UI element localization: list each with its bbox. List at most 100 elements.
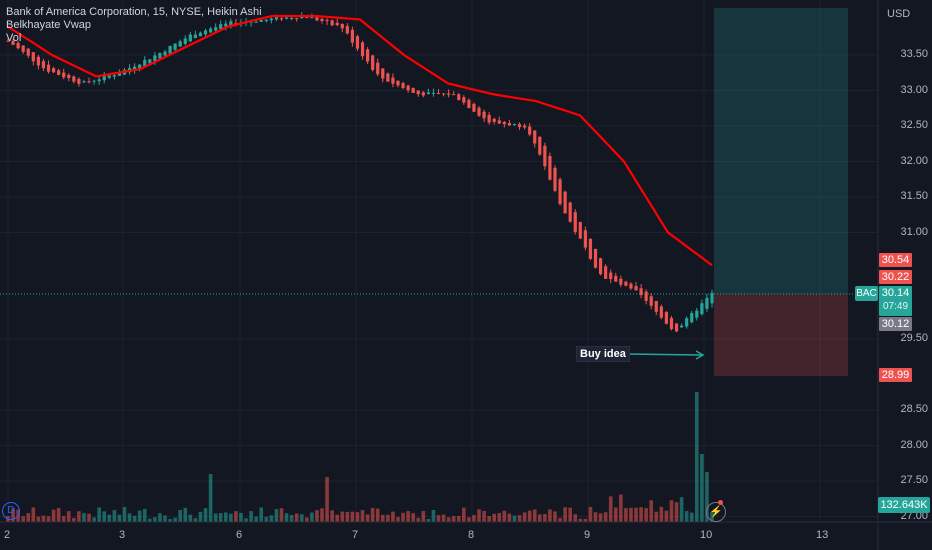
candle-body	[62, 72, 66, 78]
candle-body	[629, 283, 633, 289]
candle-body	[482, 111, 486, 119]
candle-body	[320, 18, 324, 22]
volume-bar	[254, 516, 258, 522]
volume-bar	[700, 454, 704, 522]
lightning-icon[interactable]: ⚡	[706, 502, 726, 522]
volume-bar	[669, 500, 674, 522]
current-price-tag: 30.14 07:49	[879, 286, 912, 316]
volume-bar	[583, 518, 588, 522]
volume-bar	[416, 517, 421, 522]
volume-bar	[370, 507, 375, 522]
candle-body	[507, 123, 512, 126]
date-tick-label: 2	[4, 529, 11, 541]
volume-bar	[695, 392, 699, 522]
date-tick-label: 13	[816, 529, 829, 541]
candle-body	[639, 288, 643, 296]
volume-bar	[289, 515, 294, 522]
candle-body	[457, 94, 461, 101]
candle-body	[51, 68, 56, 73]
candle-body	[685, 318, 689, 327]
volume-bar	[365, 514, 370, 522]
loss-zone[interactable]	[714, 294, 848, 376]
candle-body	[219, 24, 223, 29]
volume-bar	[654, 511, 659, 522]
candle-body	[452, 94, 456, 96]
volume-bar	[482, 510, 486, 522]
candle-body	[158, 52, 162, 59]
volume-bar	[441, 514, 446, 522]
volume-bar	[629, 507, 633, 522]
candle-body	[41, 61, 46, 69]
volume-bar	[462, 507, 466, 522]
candle-body	[421, 92, 425, 96]
candle-body	[441, 93, 446, 95]
volume-bar	[345, 511, 350, 522]
volume-bar	[679, 497, 684, 522]
volume-bar	[97, 507, 101, 522]
candle-body	[224, 23, 228, 27]
volume-bar	[659, 506, 664, 522]
volume-bar	[158, 513, 162, 522]
price-tick-label: 31.00	[900, 225, 928, 238]
date-tick-label: 6	[236, 529, 243, 541]
volume-bar	[223, 512, 228, 522]
candle-body	[259, 19, 263, 22]
volume-bar	[82, 513, 86, 522]
volume-bar	[634, 507, 638, 522]
legend-indicator[interactable]: Belkhayate Vwap	[6, 19, 91, 31]
volume-bar	[553, 511, 557, 522]
candle-body	[117, 73, 122, 76]
buy-idea-note[interactable]: Buy idea	[576, 346, 630, 362]
candle-body	[87, 81, 91, 83]
symbol-tag: BAC	[855, 286, 878, 301]
candle-body	[705, 297, 709, 309]
volume-bar	[472, 515, 476, 522]
volume-bar	[684, 511, 689, 522]
candle-body	[401, 83, 405, 89]
candle-body	[487, 115, 491, 123]
volume-bar	[421, 510, 426, 522]
candle-body	[669, 317, 674, 330]
legend-title[interactable]: Bank of America Corporation, 15, NYSE, H…	[6, 6, 262, 18]
volume-bar	[112, 510, 117, 522]
volume-bar	[72, 517, 76, 522]
candle-body	[97, 79, 101, 82]
candle-body	[512, 123, 517, 125]
candle-body	[305, 17, 309, 19]
candle-body	[77, 78, 81, 84]
volume-bar	[117, 514, 122, 522]
candle-body	[168, 46, 172, 54]
volume-bar	[87, 513, 91, 522]
volume-bar	[396, 517, 400, 522]
price-tick-label: 32.50	[900, 119, 928, 131]
candle-body	[538, 136, 542, 155]
volume-bar	[153, 517, 157, 522]
date-tick-label: 10	[700, 529, 713, 541]
volume-bar	[173, 517, 177, 522]
volume-bar	[517, 515, 522, 522]
volume-bar	[507, 513, 512, 522]
candle-body	[163, 51, 167, 56]
candle-body	[133, 66, 137, 71]
volume-bar	[705, 472, 709, 522]
date-tick-label: 7	[352, 529, 359, 541]
volume-bar	[208, 474, 213, 522]
candle-body	[315, 17, 319, 21]
profit-zone[interactable]	[714, 8, 848, 294]
buy-idea-arrow[interactable]	[622, 353, 703, 356]
price-tick-label: 27.50	[900, 474, 928, 486]
currency-label[interactable]: USD	[887, 8, 911, 20]
candle-body	[563, 191, 567, 214]
candle-body	[583, 230, 587, 248]
candle-body	[700, 303, 704, 315]
legend-volume[interactable]: Vol	[6, 32, 22, 44]
volume-bar	[264, 516, 269, 522]
volume-bar	[644, 508, 648, 522]
volume-bar	[512, 515, 517, 522]
candle-body	[462, 97, 466, 103]
tradingview-logo-icon[interactable]: D	[2, 502, 20, 520]
volume-bar	[315, 510, 319, 522]
candle-body	[659, 306, 663, 318]
volume-bar	[218, 513, 223, 522]
